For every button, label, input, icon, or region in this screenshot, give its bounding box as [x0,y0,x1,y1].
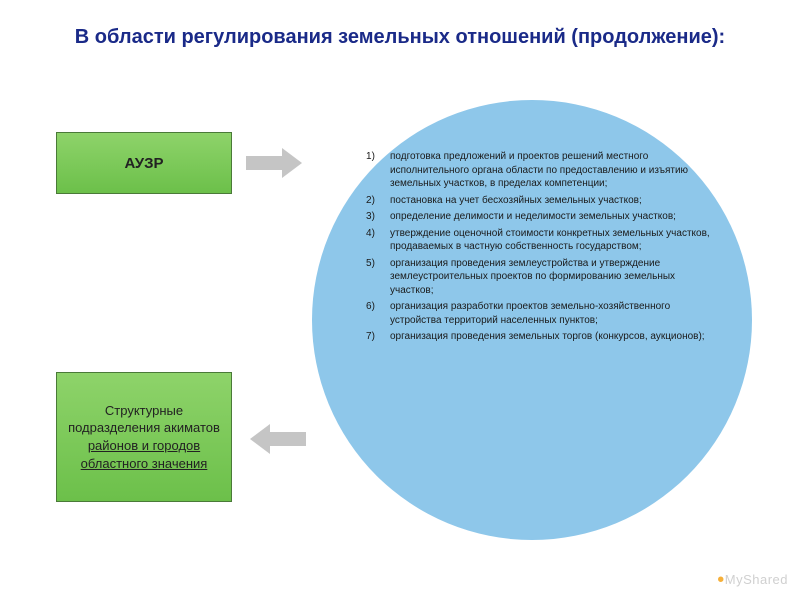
details-list: подготовка предложений и проектов решени… [366,150,710,344]
arrow-right-icon [246,148,306,178]
details-circle: подготовка предложений и проектов решени… [312,100,752,540]
list-item: постановка на учет бесхозяйных земельных… [366,194,710,208]
arrow-left-icon [246,424,306,454]
list-item: утверждение оценочной стоимости конкретн… [366,227,710,254]
list-item: организация проведения земельных торгов … [366,330,710,344]
list-item: организация разработки проектов земельно… [366,300,710,327]
watermark-dot-icon: • [717,569,725,591]
box-auzr-label: АУЗР [125,155,164,172]
box-subdivisions-label: Структурные подразделения акиматов район… [65,402,223,472]
list-item: организация проведения землеустройства и… [366,257,710,298]
subdiv-text-pre: Структурные подразделения акиматов [68,403,220,436]
watermark-text: MyShared [725,572,788,587]
list-item: подготовка предложений и проектов решени… [366,150,710,191]
subdiv-text-underlined: районов и городов областного значения [81,438,208,471]
watermark: •MyShared [717,569,788,592]
box-auzr: АУЗР [56,132,232,194]
box-subdivisions: Структурные подразделения акиматов район… [56,372,232,502]
page-title: В области регулирования земельных отноше… [60,24,740,50]
list-item: определение делимости и неделимости земе… [366,210,710,224]
